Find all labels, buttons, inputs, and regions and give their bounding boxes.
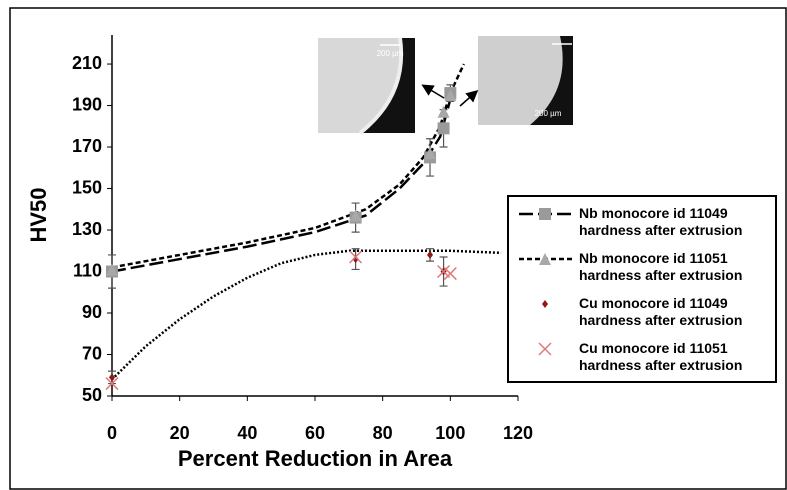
legend: Nb monocore id 11049 hardness after extr… — [507, 195, 777, 383]
y-tick-label: 210 — [72, 53, 102, 73]
marker-diamond — [352, 255, 359, 264]
arrow — [459, 90, 479, 107]
x-tick-label: 100 — [435, 423, 465, 443]
marker-diamond — [109, 373, 115, 382]
scale-label: 200 µm — [535, 109, 562, 118]
y-tick-label: 130 — [72, 219, 102, 239]
legend-symbol — [538, 342, 552, 356]
y-tick-label: 90 — [82, 302, 102, 322]
legend-symbol — [519, 253, 573, 265]
marker-square — [437, 122, 450, 135]
trend-line — [111, 249, 502, 381]
x-axis-title: Percent Reduction in Area — [178, 446, 453, 471]
marker-triangle — [349, 209, 362, 222]
legend-label: Nb monocore id 11051 hardness after extr… — [579, 250, 743, 283]
frame — [9, 7, 787, 490]
marker-triangle — [106, 263, 118, 276]
marker-triangle — [424, 147, 437, 160]
y-tick-label: 190 — [72, 94, 102, 114]
micrograph-region — [478, 36, 563, 125]
x-tick-label: 20 — [170, 423, 190, 443]
legend-symbol — [542, 300, 548, 308]
micrograph: 200 µm — [478, 36, 573, 125]
trend-line — [111, 63, 466, 269]
marker-square — [539, 208, 551, 220]
y-axis-title: HV50 — [26, 187, 51, 242]
marker-diamond — [427, 250, 434, 259]
marker-triangle — [437, 105, 450, 118]
legend-symbol — [519, 208, 573, 220]
x-tick-label: 0 — [107, 423, 117, 443]
marker-diamond — [542, 300, 548, 308]
legend-label: Nb monocore id 11049 hardness after extr… — [579, 205, 743, 238]
y-tick-label: 170 — [72, 136, 102, 156]
micrograph-region — [318, 38, 402, 133]
trend-line — [111, 98, 452, 273]
marker-x — [349, 250, 363, 264]
y-tick-label: 150 — [72, 177, 102, 197]
x-tick-label: 80 — [373, 423, 393, 443]
y-tick-label: 70 — [82, 343, 102, 363]
y-tick-label: 110 — [73, 260, 102, 280]
legend-label: Cu monocore id 11051 hardness after extr… — [579, 340, 743, 373]
scale-label: 200 µm — [377, 49, 404, 58]
x-tick-label: 60 — [305, 423, 325, 443]
marker-x — [443, 267, 457, 281]
legend-label: Cu monocore id 11049 hardness after extr… — [579, 295, 743, 328]
arrow — [421, 84, 445, 99]
micrograph: 200 µm — [318, 37, 415, 135]
marker-x — [105, 377, 119, 391]
micrograph-rim — [358, 37, 404, 135]
y-tick-label: 50 — [82, 385, 102, 405]
marker-triangle — [444, 89, 457, 102]
x-tick-label: 120 — [503, 423, 533, 443]
x-tick-label: 40 — [237, 423, 257, 443]
marker-x — [538, 342, 552, 356]
marker-triangle — [539, 253, 551, 265]
